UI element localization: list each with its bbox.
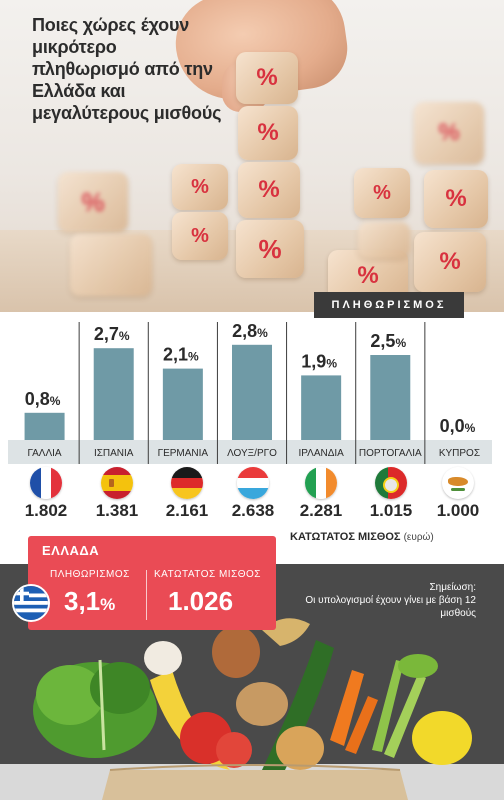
value-label-percent: % [465,421,476,435]
category-label-0: ΓΑΛΛΙΑ [28,448,62,459]
value-label-percent: % [257,326,268,340]
note: Σημείωση: Οι υπολογισμοί έχουν γίνει με … [300,581,476,620]
inflation-header: ΠΛΗΘΩΡΙΣΜΟΣ [314,292,464,318]
onion-yellow-icon [276,726,324,770]
value-label-percent: % [119,329,130,343]
category-label-4: ΙΡΛΑΝΔΙΑ [298,448,344,459]
category-label-6: ΚΥΠΡΟΣ [439,448,480,459]
france-flag-icon [30,467,62,499]
value-label-number: 0,8 [25,389,50,409]
value-label-number: 2,5 [370,331,395,351]
greece-title: ΕΛΛΑΔΑ [42,543,100,558]
tomato-icon [180,712,252,768]
inflation-bar-0 [24,412,65,440]
paper-bag-icon [102,764,408,800]
value-label-percent: % [395,336,406,350]
value-label-number: 1,9 [301,351,326,371]
dice-left: % [58,172,128,232]
hero-photo: % % % % % % % % % % % % [0,0,504,312]
greece-inflation-value: 3,1% [64,586,115,617]
value-label-1: 2,7% [94,324,130,344]
spain-flag-icon [101,467,133,499]
germany-flag-icon [171,467,203,499]
greece-inflation-unit: % [100,595,116,614]
portugal-flag-icon [375,467,407,499]
category-label-strip [8,440,492,464]
value-label-6: 0,0% [440,416,476,436]
wage-caption-label: ΚΑΤΩΤΑΤΟΣ ΜΙΣΘΟΣ [290,531,401,543]
garlic-icon [144,641,182,675]
luxembourg-flag-icon [237,467,269,499]
value-label-0: 0,8% [25,389,61,409]
inflation-bar-4 [301,375,342,440]
inflation-bar-5 [370,355,411,440]
dice-left-lower [70,234,152,296]
wage-value-france: 1.802 [24,501,68,520]
value-label-4: 1,9% [301,351,337,371]
dice-mid-left-top: % [172,164,228,210]
note-text: Οι υπολογισμοί έχουν γίνει με βάση 12 μι… [305,595,476,619]
ireland-flag-icon [305,467,337,499]
greece-flag-icon [12,584,50,622]
greece-wage-label: ΚΑΤΩΤΑΤΟΣ ΜΙΣΘΟΣ [154,569,261,580]
category-label-2: ΓΕΡΜΑΝΙΑ [158,448,209,459]
inflation-bar-2 [162,368,203,440]
dice-mid-left-bottom: % [172,212,228,260]
dice-stack-4: % [236,220,304,278]
note-title: Σημείωση: [429,582,476,593]
value-label-percent: % [188,350,199,364]
dice-stack-2: % [238,106,298,160]
potato-icon [236,682,288,726]
wage-value-cyprus: 1.000 [436,501,480,520]
greece-inflation-number: 3,1 [64,586,101,616]
value-label-2: 2,1% [163,345,199,365]
headline: Ποιες χώρες έχουν μικρότερο πληθωρισμό α… [32,15,222,123]
dice-right-top: % [414,102,484,164]
inflation-bar-3 [232,344,272,440]
value-label-number: 2,7 [94,324,119,344]
wage-caption: ΚΑΤΩΤΑΤΟΣ ΜΙΣΘΟΣ (ευρώ) [290,531,434,543]
value-label-number: 0,0 [440,416,465,436]
lemon-icon [412,711,472,765]
dice-stack-3: % [238,162,300,218]
value-label-percent: % [50,394,61,408]
dice-right-mid-a: % [354,168,410,218]
onion-icon [212,626,260,678]
value-label-number: 2,1 [163,345,188,365]
category-label-3: ΛΟΥΞ/ΡΓΟ [227,448,277,459]
greece-wage-value: 1.026 [168,586,234,616]
value-label-3: 2,8% [232,321,268,341]
value-label-5: 2,5% [370,331,406,351]
dice-right-bottom-b: % [414,232,486,292]
cyprus-flag-icon [442,467,474,499]
wage-value-ireland: 2.281 [299,501,343,520]
greece-card-divider [146,570,147,620]
wage-value-germany: 2.161 [165,501,209,520]
greece-card [28,536,276,630]
wage-caption-unit: (ευρώ) [403,532,434,543]
dice-right-lower-c [358,222,410,258]
category-label-1: ΙΣΠΑΝΙΑ [94,448,134,459]
groceries-image [33,618,472,800]
dice-stack-1: % [236,52,298,104]
celery-icon [372,654,438,758]
greece-inflation-label: ΠΛΗΘΩΡΙΣΜΟΣ [50,569,130,580]
wage-value-portugal: 1.015 [369,501,413,520]
inflation-bar-chart: 0,8% ΓΑΛΛΙΑ 2,7% ΙΣΠΑΝΙΑ 2,1% ΓΕΡΜΑΝΙΑ 2,8% ΛΟΥ… [24,321,480,464]
wage-value-luxembourg: 2.638 [231,501,275,520]
lettuce-icon [33,659,157,758]
inflation-bar-1 [93,348,134,440]
value-label-percent: % [326,356,337,370]
wage-value-spain: 1.381 [95,501,139,520]
dice-right-mid-b: % [424,170,488,228]
value-label-number: 2,8 [232,321,257,341]
category-label-5: ΠΟΡΤΟΓΑΛΙΑ [359,448,422,459]
carrot-icon [330,670,378,754]
